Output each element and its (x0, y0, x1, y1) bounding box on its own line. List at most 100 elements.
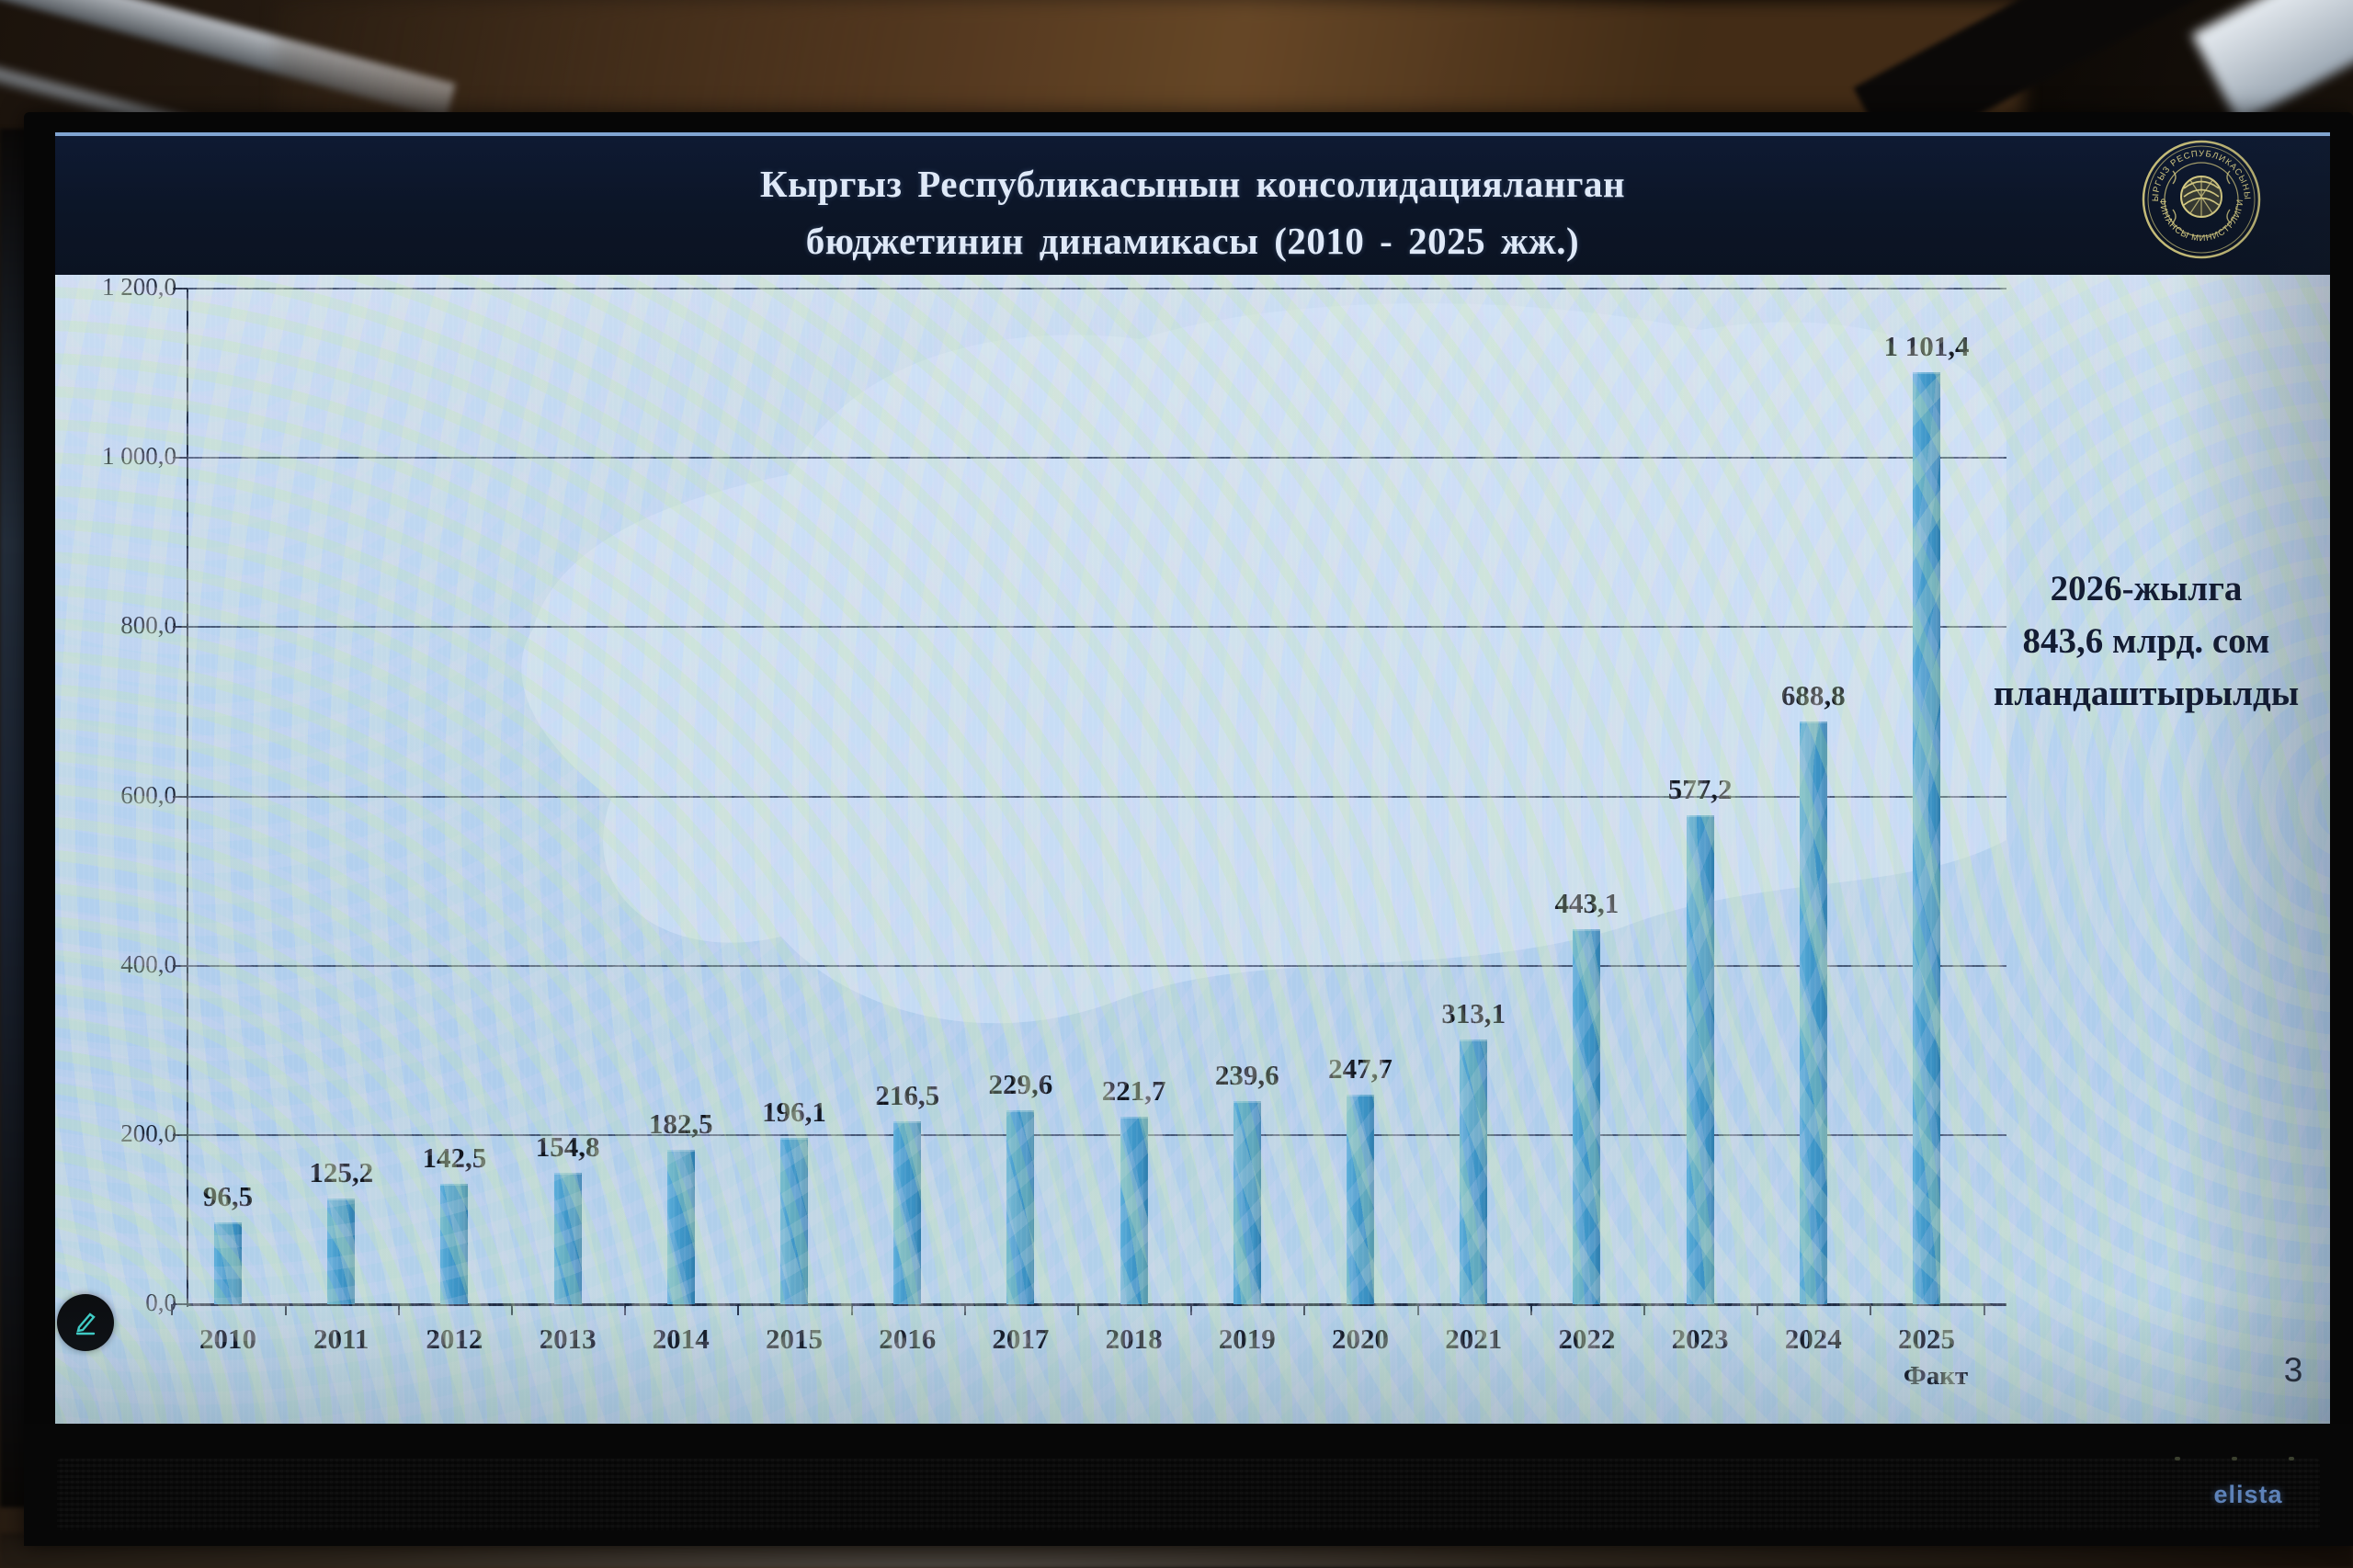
bar-2016 (893, 1120, 922, 1304)
y-tick-800 (173, 626, 188, 629)
x-tick-4 (624, 1304, 627, 1315)
x-tick-6 (850, 1304, 853, 1315)
bar-value-2021: 313,1 (1441, 996, 1506, 1029)
x-tick-2 (397, 1304, 400, 1315)
bar-value-2012: 142,5 (422, 1141, 487, 1174)
bar-value-2010: 96,5 (202, 1180, 254, 1213)
y-tick-label-600: 600,0 (120, 780, 176, 809)
bar-2021 (1460, 1039, 1488, 1304)
bar-value-2022: 443,1 (1554, 886, 1620, 919)
x-label-2022: 2022 (1558, 1323, 1616, 1355)
bar-2024 (1799, 721, 1827, 1304)
gridline-1000 (188, 457, 2006, 460)
gridline-600 (188, 795, 2006, 798)
bar-value-2023: 577,2 (1667, 773, 1733, 806)
chart-layer: 0,0 200,0 400,0 600,0 800,0 1 000,0 1 200,0 96,… (55, 132, 2330, 1424)
bar-value-2024: 688,8 (1780, 678, 1846, 711)
bar-2023 (1686, 815, 1714, 1304)
x-tick-7 (963, 1304, 966, 1315)
bar-2018 (1120, 1116, 1148, 1304)
slide-title-line1: Кыргыз Республикасынын консолидацияланга… (759, 163, 1626, 205)
annotation-2026-plan: 2026-жылга 843,6 млрд. сом пландаштырылд… (1972, 562, 2321, 720)
gridline-800 (188, 626, 2006, 629)
annotation-line3: пландаштырылды (1993, 674, 2300, 713)
y-tick-200 (173, 1133, 188, 1136)
y-axis-line (187, 289, 188, 1307)
bar-2019 (1233, 1101, 1261, 1304)
bar-value-2015: 196,1 (762, 1096, 826, 1129)
x-tick-11 (1416, 1304, 1419, 1315)
bar-value-2014: 182,5 (648, 1107, 713, 1140)
x-tick-3 (511, 1304, 513, 1315)
x-label-2024: 2024 (1784, 1323, 1842, 1355)
bar-value-2019: 239,6 (1214, 1059, 1279, 1092)
gridline-1200 (188, 288, 2006, 290)
x-tick-15 (1870, 1304, 1872, 1315)
x-tick-16 (1983, 1304, 1985, 1315)
y-tick-1000 (173, 457, 188, 460)
ministry-emblem-logo: КЫРГЫЗ РЕСПУБЛИКАСЫНЫН ФИНАНСЫ МИНИСТРЛИ… (2140, 138, 2261, 259)
x-tick-9 (1190, 1304, 1193, 1315)
speaker-grille (57, 1459, 2320, 1530)
x-label-2023: 2023 (1671, 1323, 1729, 1355)
x-label-2018: 2018 (1105, 1323, 1163, 1355)
x-label-2013: 2013 (539, 1323, 597, 1355)
x-label-2025: 2025 (1898, 1323, 1955, 1355)
x-tick-8 (1077, 1304, 1079, 1315)
y-tick-label-1200: 1 200,0 (102, 273, 176, 301)
x-tick-0 (171, 1304, 174, 1315)
x-label-2021: 2021 (1445, 1323, 1503, 1355)
tv-panel: Кыргыз Республикасынын консолидацияланга… (24, 112, 2353, 1546)
gridline-200 (188, 1133, 2006, 1136)
y-tick-label-400: 400,0 (120, 949, 176, 978)
bar-2013 (553, 1173, 582, 1304)
y-tick-label-800: 800,0 (120, 611, 176, 640)
y-tick-label-1000: 1 000,0 (102, 442, 176, 471)
x-tick-1 (284, 1304, 287, 1315)
x-tick-12 (1529, 1304, 1532, 1315)
bar-value-2020: 247,7 (1328, 1051, 1392, 1085)
x-label-2015: 2015 (766, 1323, 823, 1355)
x-tick-13 (1643, 1304, 1645, 1315)
x-label-2011: 2011 (313, 1323, 369, 1355)
x-tick-10 (1303, 1304, 1306, 1315)
y-tick-600 (173, 795, 188, 798)
x-label-2016: 2016 (879, 1323, 937, 1355)
annotation-line1: 2026-жылга (2050, 569, 2243, 608)
x-tick-5 (737, 1304, 740, 1315)
background-table-edge (0, 0, 456, 119)
y-tick-label-0: 0,0 (145, 1289, 176, 1316)
y-tick-0 (173, 1303, 188, 1305)
tv-brand-logo: elista (2213, 1481, 2283, 1508)
bar-value-2013: 154,8 (535, 1131, 600, 1164)
annotate-pencil-button[interactable] (57, 1294, 114, 1351)
x-label-fact-note: Факт (1903, 1361, 1969, 1391)
background-light-corner (2191, 0, 2353, 124)
bar-2022 (1573, 928, 1601, 1304)
tv-bottom-bezel: elista (24, 1424, 2353, 1546)
y-tick-label-200: 200,0 (120, 1119, 176, 1147)
bezel-indicator-dots (2175, 1457, 2294, 1460)
slide-title-line2: бюджетинин динамикасы (2010 - 2025 жж.) (805, 220, 1580, 262)
x-label-2014: 2014 (652, 1323, 710, 1355)
bar-value-2011: 125,2 (309, 1155, 374, 1188)
x-label-2019: 2019 (1218, 1323, 1276, 1355)
bar-value-2016: 216,5 (875, 1078, 940, 1111)
bar-2025 (1913, 371, 1940, 1304)
x-label-2012: 2012 (426, 1323, 483, 1355)
y-tick-1200 (173, 288, 188, 290)
bar-value-2025: 1 101,4 (1883, 329, 1970, 362)
x-tick-14 (1756, 1304, 1759, 1315)
bar-2014 (666, 1149, 695, 1304)
bar-2017 (1006, 1109, 1035, 1304)
bar-2015 (780, 1138, 808, 1304)
logo-tunduk-icon (2172, 170, 2231, 223)
bar-2020 (1347, 1094, 1374, 1304)
annotation-line2: 843,6 млрд. сом (2022, 621, 2270, 661)
kyrgyzstan-map-watermark (521, 302, 2006, 1024)
bar-2011 (327, 1198, 356, 1304)
slide-page-number: 3 (2283, 1351, 2303, 1389)
x-label-2017: 2017 (992, 1323, 1050, 1355)
slide-screen: Кыргыз Республикасынын консолидацияланга… (55, 132, 2330, 1424)
